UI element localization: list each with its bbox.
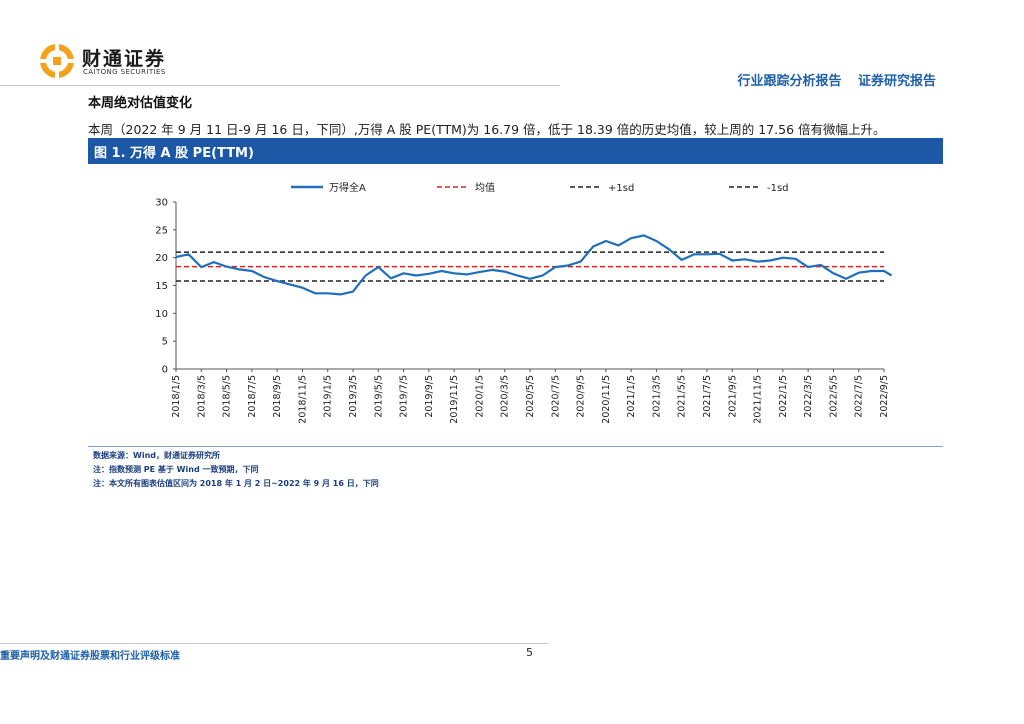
y-tick-label: 0 bbox=[162, 365, 168, 376]
section-title: 本周绝对估值变化 bbox=[88, 96, 193, 111]
x-tick-label: 2018/3/5 bbox=[196, 375, 207, 418]
report-header: 行业跟踪分析报告 证券研究报告 bbox=[725, 70, 936, 89]
legend-label: 均值 bbox=[475, 181, 495, 194]
x-tick-label: 2020/1/5 bbox=[474, 375, 485, 418]
x-tick-label: 2019/5/5 bbox=[373, 375, 384, 418]
x-tick-label: 2022/7/5 bbox=[854, 375, 865, 418]
x-tick-label: 2018/5/5 bbox=[222, 375, 233, 418]
x-tick-label: 2019/3/5 bbox=[348, 375, 359, 418]
y-tick-label: 30 bbox=[155, 198, 168, 209]
page-number: 5 bbox=[526, 646, 533, 659]
x-tick-label: 2020/7/5 bbox=[550, 375, 561, 418]
source-divider bbox=[88, 446, 943, 447]
pe-chart: 万得全A 均值 +1sd -1sd 0 5 10 15 20 25 30 2018/1/5 2018/… bbox=[155, 181, 893, 424]
chart-axes: 0 5 10 15 20 25 30 2018/1/5 2018/3/5 2018/5/5 2018… bbox=[155, 198, 890, 424]
x-tick-label: 2021/5/5 bbox=[677, 375, 688, 418]
report-category: 证券研究报告 bbox=[857, 74, 936, 89]
x-tick-label: 2021/11/5 bbox=[753, 375, 764, 424]
forecast-note: 注：指数预测 PE 基于 Wind 一致预期，下同 bbox=[93, 465, 259, 474]
y-tick-label: 25 bbox=[155, 225, 168, 236]
y-tick-label: 15 bbox=[155, 281, 168, 292]
x-tick-label: 2021/7/5 bbox=[702, 375, 713, 418]
x-tick-label: 2018/1/5 bbox=[171, 375, 182, 418]
y-tick-label: 5 bbox=[162, 337, 168, 348]
x-tick-label: 2018/7/5 bbox=[247, 375, 258, 418]
x-tick-label: 2020/11/5 bbox=[601, 375, 612, 424]
x-tick-label: 2021/9/5 bbox=[727, 375, 738, 418]
x-tick-label: 2020/5/5 bbox=[525, 375, 536, 418]
legend-label: 万得全A bbox=[329, 181, 366, 194]
chart-legend: 万得全A 均值 +1sd -1sd bbox=[291, 181, 789, 194]
footer-divider bbox=[0, 643, 548, 644]
x-tick-label: 2019/9/5 bbox=[424, 375, 435, 418]
y-tick-label: 10 bbox=[155, 309, 168, 320]
y-tick-label: 20 bbox=[155, 253, 168, 264]
caitong-logo-icon bbox=[40, 44, 74, 78]
legend-label: -1sd bbox=[767, 183, 789, 194]
source-note: 数据来源：Wind，财通证券研究所 bbox=[93, 451, 220, 460]
x-tick-label: 2022/5/5 bbox=[828, 375, 839, 418]
logo-english-name: CAITONG SECURITIES bbox=[83, 68, 166, 76]
x-tick-label: 2020/9/5 bbox=[576, 375, 587, 418]
x-tick-label: 2018/9/5 bbox=[272, 375, 283, 418]
x-tick-label: 2019/1/5 bbox=[323, 375, 334, 418]
x-tick-label: 2021/3/5 bbox=[651, 375, 662, 418]
section-paragraph: 本周（2022 年 9 月 11 日-9 月 16 日，下同）,万得 A 股 P… bbox=[88, 122, 886, 137]
range-note: 注：本文所有图表估值区间为 2018 年 1 月 2 日~2022 年 9 月 … bbox=[93, 479, 379, 488]
report-type: 行业跟踪分析报告 bbox=[737, 74, 842, 89]
x-tick-label: 2019/11/5 bbox=[449, 375, 460, 424]
x-tick-label: 2018/11/5 bbox=[297, 375, 308, 424]
legend-label: +1sd bbox=[608, 183, 634, 194]
x-tick-label: 2022/3/5 bbox=[803, 375, 814, 418]
x-tick-label: 2022/1/5 bbox=[778, 375, 789, 418]
chart-lines bbox=[175, 234, 893, 296]
series-line-wind-a bbox=[175, 234, 893, 296]
x-tick-label: 2021/1/5 bbox=[626, 375, 637, 418]
x-tick-label: 2019/7/5 bbox=[399, 375, 410, 418]
footer-disclaimer-link[interactable]: 重要声明及财通证券股票和行业评级标准 bbox=[0, 651, 180, 662]
figure-title-bar: 图 1. 万得 A 股 PE(TTM) bbox=[88, 138, 943, 164]
x-tick-label: 2020/3/5 bbox=[500, 375, 511, 418]
figure-title: 图 1. 万得 A 股 PE(TTM) bbox=[94, 146, 254, 161]
header-divider bbox=[0, 85, 560, 86]
x-tick-label: 2022/9/5 bbox=[879, 375, 890, 418]
logo-chinese-name: 财通证券 bbox=[82, 48, 167, 70]
